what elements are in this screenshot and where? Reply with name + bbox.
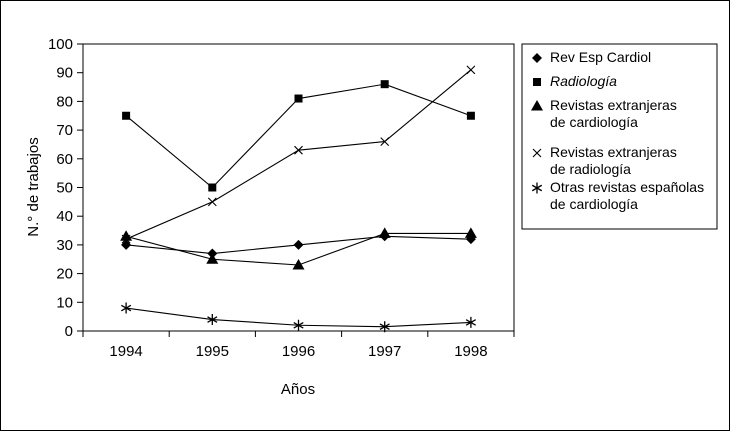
y-tick-label: 10 <box>56 294 73 311</box>
legend-label: de cardiología <box>550 114 638 130</box>
data-point-x <box>207 197 217 207</box>
data-point-square <box>466 111 475 120</box>
data-point-square <box>294 94 303 103</box>
legend: Rev Esp Cardiol Radiología Revistas extran… <box>531 49 704 212</box>
legend-label: Revistas extranjeras <box>550 97 677 113</box>
data-point-triangle <box>464 227 477 238</box>
data-point-diamond <box>121 239 132 250</box>
data-point-star <box>207 314 218 326</box>
legend-item: Radiología <box>533 73 617 89</box>
y-tick-label: 30 <box>56 237 73 254</box>
y-tick-label: 70 <box>56 122 73 139</box>
data-point-star <box>465 316 476 328</box>
data-point-square <box>380 80 389 89</box>
legend-marker-triangle <box>531 100 543 111</box>
legend-label: Revistas extranjeras <box>550 144 677 160</box>
series-square <box>122 80 475 192</box>
data-point-star <box>379 321 390 333</box>
x-tick-label: 1998 <box>454 343 487 360</box>
data-point-x <box>466 65 476 75</box>
data-point-x <box>294 145 303 155</box>
legend-marker-star <box>531 182 543 194</box>
legend-label: de radiología <box>550 161 631 177</box>
y-tick-label: 60 <box>56 151 73 168</box>
y-tick-label: 80 <box>56 93 73 110</box>
legend-label: Otras revistas españolas <box>550 179 704 195</box>
legend-marker-diamond <box>532 53 542 63</box>
data-point-square <box>122 111 131 120</box>
y-tick-label: 0 <box>65 323 73 340</box>
legend-label: Radiología <box>550 73 617 89</box>
legend-box <box>521 43 718 230</box>
y-axis: 0 10 20 30 40 50 60 70 80 90 100 <box>48 36 83 340</box>
data-point-diamond <box>293 239 304 250</box>
x-axis-title: Años <box>281 381 315 398</box>
y-tick-label: 90 <box>56 65 73 82</box>
y-tick-label: 20 <box>56 266 73 283</box>
data-point-x <box>121 234 131 244</box>
legend-marker-x <box>532 148 542 158</box>
data-point-triangle <box>206 253 219 264</box>
legend-label: de cardiología <box>550 196 638 212</box>
data-point-square <box>208 183 217 192</box>
y-tick-label: 100 <box>48 36 73 53</box>
series-diamond <box>121 231 476 259</box>
y-tick-label: 40 <box>56 208 73 225</box>
data-point-triangle <box>292 258 305 270</box>
y-axis-title: N.° de trabajos <box>25 137 42 236</box>
x-tick-label: 1994 <box>109 343 142 360</box>
plot-area <box>82 43 515 332</box>
x-tick-label: 1996 <box>282 343 315 360</box>
series-x <box>121 65 476 244</box>
x-tick-label: 1995 <box>196 343 229 360</box>
series-star <box>121 302 476 333</box>
y-tick-label: 50 <box>56 180 73 197</box>
data-point-triangle <box>378 227 391 238</box>
legend-item: Rev Esp Cardiol <box>532 49 651 65</box>
data-point-star <box>121 302 132 314</box>
legend-marker-square <box>533 78 541 86</box>
x-tick-label: 1997 <box>368 343 401 360</box>
data-point-x <box>380 137 390 146</box>
x-axis: 1994 1995 1996 1997 1998 <box>82 331 515 360</box>
legend-label: Rev Esp Cardiol <box>550 49 651 65</box>
data-point-star <box>293 319 304 331</box>
series-layer <box>120 65 477 333</box>
